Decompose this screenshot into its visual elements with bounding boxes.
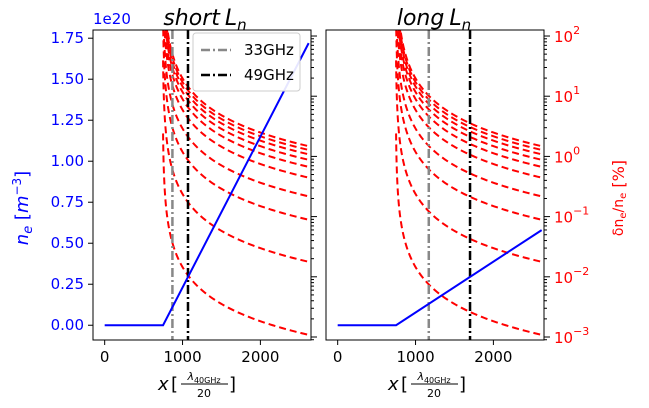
fluctuation-curve [396,30,541,179]
legend-box [192,32,301,92]
fluctuation-curve [162,133,308,336]
svg-text:x: x [157,374,169,395]
fluctuation-curve [395,30,541,221]
fluctuation-curve [395,133,541,336]
fluctuation-curve [398,30,541,151]
svg-text:λ40GHz: λ40GHz [416,370,450,385]
panel2-plot: 0 1000 2000 10−3 10−2 10−1 100 101 102 [325,24,589,366]
fluctuation-curve [166,30,308,147]
left-axis-label: ne [m−3] [10,171,36,245]
x-tick-label: 1000 [396,348,434,366]
fluctuation-curve [163,30,308,179]
x-tick-label: 1000 [163,348,201,366]
y-left-tick-label: 0.25 [51,275,84,293]
x-tick-label: 2000 [241,348,279,366]
density-line [337,229,543,327]
y-left-tick-label: 0.00 [51,316,84,334]
legend-49ghz-label: 49GHz [244,66,294,84]
fluctuation-curve [164,30,308,161]
panel2-xlabel: x [ λ40GHz 20 ] [387,370,466,400]
panel1-plot: 0 1000 2000 0.00 0.25 0.50 0.75 1.00 1.25 1.50 1.7… [51,29,317,366]
svg-text:λ40GHz: λ40GHz [186,370,220,385]
fluctuation-curve [165,30,308,151]
svg-text:[: [ [171,374,178,395]
fluctuation-curve [397,30,541,161]
fluctuation-curve [162,30,308,221]
legend-33ghz-label: 33GHz [244,41,294,59]
svg-text:x: x [387,374,399,395]
svg-text:[: [ [401,374,408,395]
x-tick-label: 0 [100,348,110,366]
panel1-xlabel: x [ λ40GHz 20 ] [157,370,236,400]
y-left-tick-label: 1.00 [51,152,84,170]
y-left-tick-label: 1.25 [51,111,84,129]
y-left-tick-label: 1.75 [51,29,84,47]
y-right-tick-label: 10−3 [554,325,589,347]
panel1-title: short Ln [163,6,246,34]
panel1-frame [92,29,312,341]
svg-text:20: 20 [197,387,211,400]
x-tick-label: 2000 [474,348,512,366]
y-right-tick-label: 102 [554,24,580,46]
fluctuation-curve [162,60,308,263]
left-axis-offset-text: 1e20 [93,10,131,28]
y-right-tick-label: 100 [554,144,580,166]
svg-text:ne [m−3]: ne [m−3] [10,171,36,245]
y-left-tick-label: 0.75 [51,193,84,211]
svg-text:]: ] [459,374,466,395]
y-right-tick-label: 10−1 [554,205,589,227]
svg-text:20: 20 [427,387,441,400]
fluctuation-curve [399,30,541,147]
density-line [104,42,310,327]
right-axis-label: δne/ne [%] [609,160,629,236]
fluctuation-curve [398,30,541,155]
y-left-tick-label: 0.50 [51,234,84,252]
y-right-tick-label: 101 [554,84,580,106]
legend: 33GHz 49GHz [192,32,301,92]
fluctuation-curve [162,30,308,197]
y-right-tick-label: 10−2 [554,265,589,287]
panel2-title: long Ln [397,6,471,34]
panel1-data-area [104,30,310,340]
panel2-data-area [337,30,543,340]
panel2-frame [325,29,545,341]
fluctuation-curve [395,60,541,263]
svg-text:]: ] [229,374,236,395]
y-left-tick-label: 1.50 [51,70,84,88]
x-tick-label: 0 [333,348,343,366]
svg-text:δne/ne [%]: δne/ne [%] [609,160,629,236]
fluctuation-curve [395,30,541,197]
